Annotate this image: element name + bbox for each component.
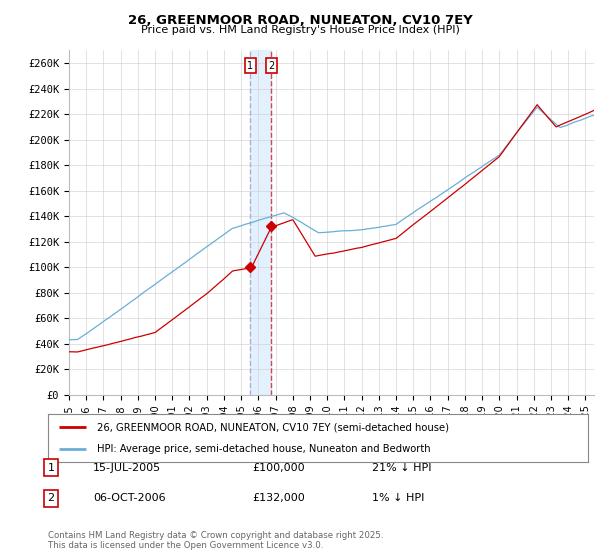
- Text: 21% ↓ HPI: 21% ↓ HPI: [372, 463, 431, 473]
- Bar: [250, 50, 271, 395]
- Text: Price paid vs. HM Land Registry's House Price Index (HPI): Price paid vs. HM Land Registry's House …: [140, 25, 460, 35]
- Text: £100,000: £100,000: [252, 463, 305, 473]
- Text: 26, GREENMOOR ROAD, NUNEATON, CV10 7EY: 26, GREENMOOR ROAD, NUNEATON, CV10 7EY: [128, 14, 472, 27]
- Text: 2: 2: [47, 493, 55, 503]
- Text: 2: 2: [268, 60, 275, 71]
- Text: 26, GREENMOOR ROAD, NUNEATON, CV10 7EY (semi-detached house): 26, GREENMOOR ROAD, NUNEATON, CV10 7EY (…: [97, 422, 449, 432]
- Text: 1% ↓ HPI: 1% ↓ HPI: [372, 493, 424, 503]
- Text: 06-OCT-2006: 06-OCT-2006: [93, 493, 166, 503]
- Text: 15-JUL-2005: 15-JUL-2005: [93, 463, 161, 473]
- Text: HPI: Average price, semi-detached house, Nuneaton and Bedworth: HPI: Average price, semi-detached house,…: [97, 444, 430, 454]
- Text: 1: 1: [247, 60, 253, 71]
- Text: Contains HM Land Registry data © Crown copyright and database right 2025.
This d: Contains HM Land Registry data © Crown c…: [48, 530, 383, 550]
- Text: 1: 1: [47, 463, 55, 473]
- Text: £132,000: £132,000: [252, 493, 305, 503]
